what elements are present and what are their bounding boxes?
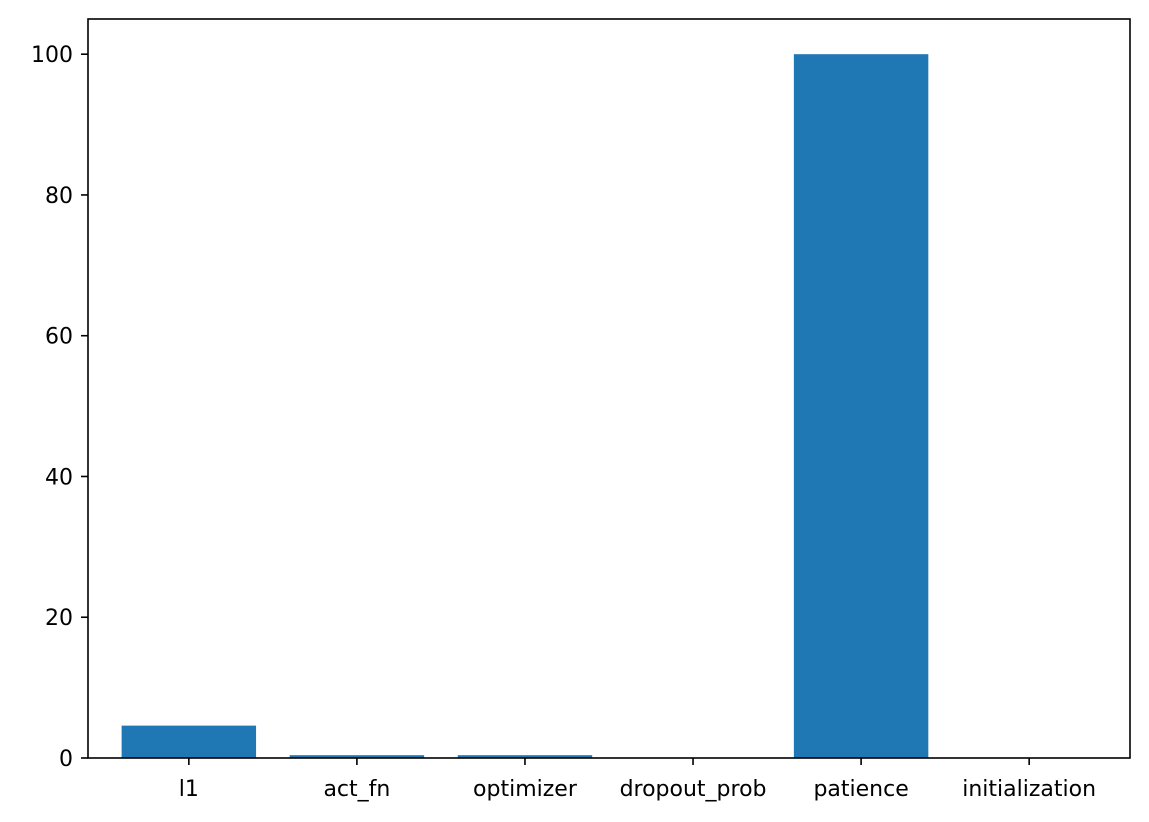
y-tick-label: 60: [45, 325, 73, 350]
y-tick-label: 20: [45, 606, 73, 631]
bar-act_fn: [289, 755, 425, 758]
y-axis: 0 20 40 60 80 100: [31, 43, 88, 772]
bar-patience: [793, 54, 929, 758]
x-tick-label: initialization: [962, 777, 1096, 802]
y-tick-label: 0: [59, 747, 73, 772]
x-tick-label: patience: [813, 777, 908, 802]
bars-group: [121, 54, 1097, 758]
plot-frame: [87, 18, 1131, 759]
y-tick-label: 80: [45, 184, 73, 209]
bar-l1: [121, 725, 257, 758]
bar-optimizer: [457, 755, 593, 758]
x-tick-label: l1: [179, 777, 199, 802]
x-tick-label: dropout_prob: [620, 777, 767, 802]
y-tick-label: 100: [31, 43, 73, 68]
x-tick-label: optimizer: [473, 777, 578, 802]
y-tick-label: 40: [45, 465, 73, 490]
x-axis: l1 act_fn optimizer dropout_prob patience ini…: [179, 758, 1096, 802]
x-tick-label: act_fn: [323, 777, 390, 802]
